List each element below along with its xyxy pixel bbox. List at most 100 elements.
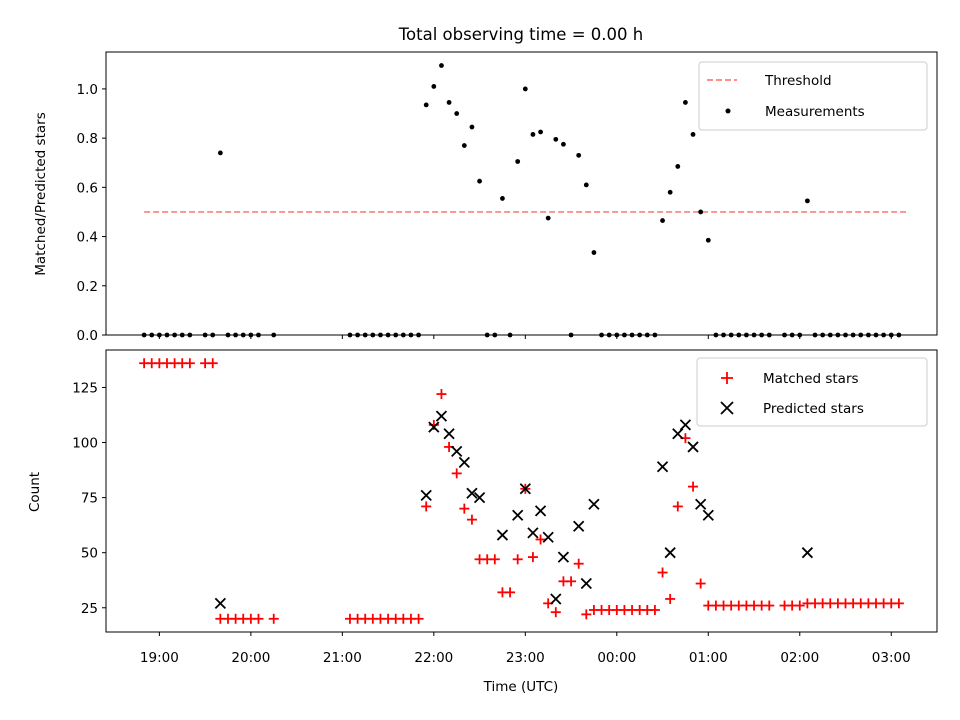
- predicted-star-point: [473, 491, 486, 504]
- matched-star-point: [893, 598, 904, 609]
- matched-star-point: [688, 481, 699, 492]
- matched-star-point: [512, 554, 523, 565]
- measurement-point: [583, 182, 589, 188]
- top-legend-box: [698, 61, 928, 131]
- matched-star-point: [527, 552, 538, 563]
- matched-star-point: [184, 358, 195, 369]
- bottom-plot-area: [139, 358, 904, 624]
- matched-star-point: [207, 358, 218, 369]
- measurement-point: [446, 100, 452, 105]
- measurement-point: [538, 129, 543, 135]
- top-y-tick-label: 1.0: [77, 82, 98, 98]
- measurement-point: [591, 250, 597, 255]
- matched-star-point: [573, 558, 584, 569]
- measurement-point: [469, 124, 475, 130]
- matched-star-point: [764, 600, 775, 611]
- top-legend: Threshold Measurements: [698, 61, 928, 131]
- matched-star-point: [413, 613, 424, 624]
- matched-star-point: [581, 609, 592, 620]
- bottom-legend-box: [696, 357, 928, 427]
- matched-star-point: [459, 503, 470, 514]
- matched-star-point: [695, 578, 706, 589]
- x-tick-label: 22:00: [414, 650, 453, 666]
- predicted-legend-swatch: [720, 401, 734, 415]
- bottom-y-ticks: 25 50 75 100 125: [72, 380, 106, 617]
- top-y-tick-label: 0.4: [77, 230, 98, 246]
- predicted-star-point: [512, 509, 524, 521]
- matched-star-point: [794, 600, 805, 611]
- measurement-point: [675, 164, 681, 169]
- matched-star-point: [253, 613, 264, 624]
- top-y-tick-label: 0.6: [77, 180, 98, 196]
- measurement-point: [477, 178, 482, 184]
- measurement-point: [553, 136, 559, 142]
- x-tick-label: 21:00: [323, 650, 362, 666]
- top-y-axis-label: Matched/Predicted stars: [33, 112, 49, 275]
- x-tick-label: 02:00: [780, 650, 819, 666]
- matched-legend-label: Matched stars: [763, 371, 859, 387]
- measurement-point: [461, 143, 467, 148]
- predicted-star-point: [656, 461, 669, 473]
- measurement-point: [705, 237, 711, 243]
- x-tick-label: 20:00: [231, 650, 270, 666]
- measurement-point: [804, 198, 810, 204]
- matched-star-point: [550, 607, 561, 618]
- x-tick-label: 03:00: [872, 650, 911, 666]
- matched-star-point: [657, 567, 668, 578]
- measurement-point: [561, 141, 566, 147]
- predicted-star-point: [542, 531, 554, 543]
- bottom-y-tick-label: 125: [72, 380, 98, 396]
- bottom-y-tick-label: 100: [72, 436, 98, 452]
- measurement-point: [660, 218, 665, 223]
- measurements-legend-swatch: [725, 108, 731, 114]
- predicted-star-point: [679, 419, 692, 431]
- predicted-star-point: [420, 489, 432, 502]
- bottom-panel: 25 50 75 100 125 19:00 20:00 21:00 22:00 23:00 00…: [27, 349, 938, 695]
- x-tick-label: 23:00: [506, 650, 545, 666]
- matched-star-point: [489, 554, 500, 565]
- predicted-star-point: [588, 498, 600, 510]
- x-tick-label: 19:00: [140, 650, 179, 666]
- top-y-ticks: 0.0 0.2 0.4 0.6 0.8 1.0: [77, 82, 106, 344]
- predicted-star-point: [428, 421, 440, 433]
- bottom-y-tick-label: 75: [81, 491, 98, 507]
- measurements-legend-label: Measurements: [765, 104, 865, 120]
- predicted-star-point: [534, 505, 547, 517]
- predicted-star-point: [458, 456, 470, 468]
- measurement-point: [431, 84, 437, 89]
- predicted-star-point: [466, 487, 478, 499]
- top-x-ticks: [158, 335, 892, 339]
- bottom-legend: Matched stars Predicted stars: [696, 357, 928, 427]
- x-axis-label: Time (UTC): [483, 679, 559, 695]
- measurement-point: [515, 159, 521, 164]
- bottom-y-axis-label: Count: [27, 472, 43, 512]
- measurement-point: [576, 152, 582, 158]
- predicted-star-point: [573, 520, 585, 532]
- matched-star-point: [268, 613, 279, 624]
- matched-star-point: [505, 587, 516, 598]
- predicted-star-point: [443, 428, 455, 440]
- measurement-point: [698, 209, 704, 215]
- predicted-legend-label: Predicted stars: [763, 401, 864, 417]
- matched-star-point: [436, 389, 447, 400]
- matched-star-point: [451, 468, 462, 479]
- measurement-point: [690, 132, 696, 137]
- chart-title: Total observing time = 0.00 h: [398, 25, 643, 44]
- measurement-point: [500, 196, 505, 201]
- matched-star-point: [672, 501, 683, 512]
- predicted-star-point: [557, 551, 570, 563]
- measurement-point: [454, 111, 460, 116]
- predicted-star-point: [496, 529, 509, 541]
- matched-star-point: [566, 576, 577, 587]
- matched-star-point: [649, 604, 660, 615]
- x-tick-label: 00:00: [597, 650, 636, 666]
- top-panel: Total observing time = 0.00 h 0.00.20.40…: [33, 25, 938, 344]
- bottom-y-tick-label: 25: [81, 601, 98, 617]
- predicted-star-point: [214, 597, 226, 609]
- measurement-point: [522, 86, 528, 92]
- predicted-star-point: [702, 509, 714, 521]
- predicted-star-point: [687, 441, 699, 453]
- matched-star-point: [421, 501, 432, 512]
- measurement-point: [439, 63, 444, 68]
- predicted-star-point: [527, 527, 539, 539]
